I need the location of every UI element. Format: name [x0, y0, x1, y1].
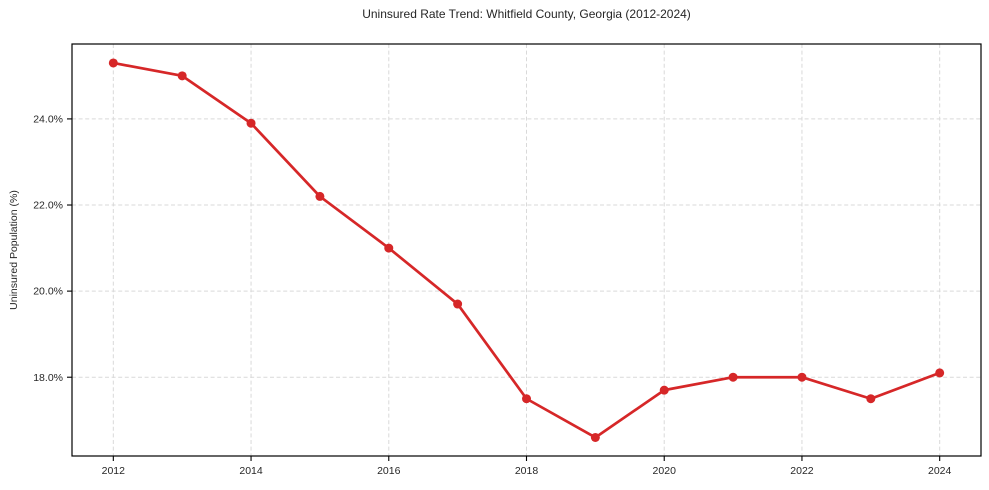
x-tick-label: 2018 — [515, 465, 539, 477]
plot-border — [71, 43, 982, 457]
data-point-2013 — [177, 71, 187, 81]
x-tick-label: 2022 — [790, 465, 814, 477]
data-point-2021 — [728, 372, 738, 382]
data-point-2022 — [797, 372, 807, 382]
y-tick-label: 18.0% — [33, 372, 63, 384]
x-tick-label: 2016 — [377, 465, 401, 477]
x-tick-label: 2012 — [102, 465, 126, 477]
data-point-2020 — [659, 385, 669, 395]
data-point-2018 — [522, 394, 531, 404]
data-point-2014 — [246, 118, 256, 128]
x-tick-label: 2024 — [928, 465, 952, 477]
data-point-2019 — [590, 432, 600, 442]
x-tick-label: 2014 — [239, 465, 263, 477]
data-point-2017 — [453, 299, 463, 309]
x-tick-label: 2020 — [653, 465, 677, 477]
data-point-2016 — [384, 243, 394, 253]
y-tick-label: 20.0% — [33, 286, 63, 298]
chart-title: Uninsured Rate Trend: Whitfield County, … — [362, 7, 691, 21]
y-tick-label: 24.0% — [33, 114, 63, 126]
data-point-2024 — [935, 368, 945, 378]
data-point-2012 — [108, 58, 118, 68]
y-tick-label: 22.0% — [33, 200, 63, 212]
data-point-2015 — [315, 191, 325, 201]
data-point-2023 — [866, 394, 876, 404]
